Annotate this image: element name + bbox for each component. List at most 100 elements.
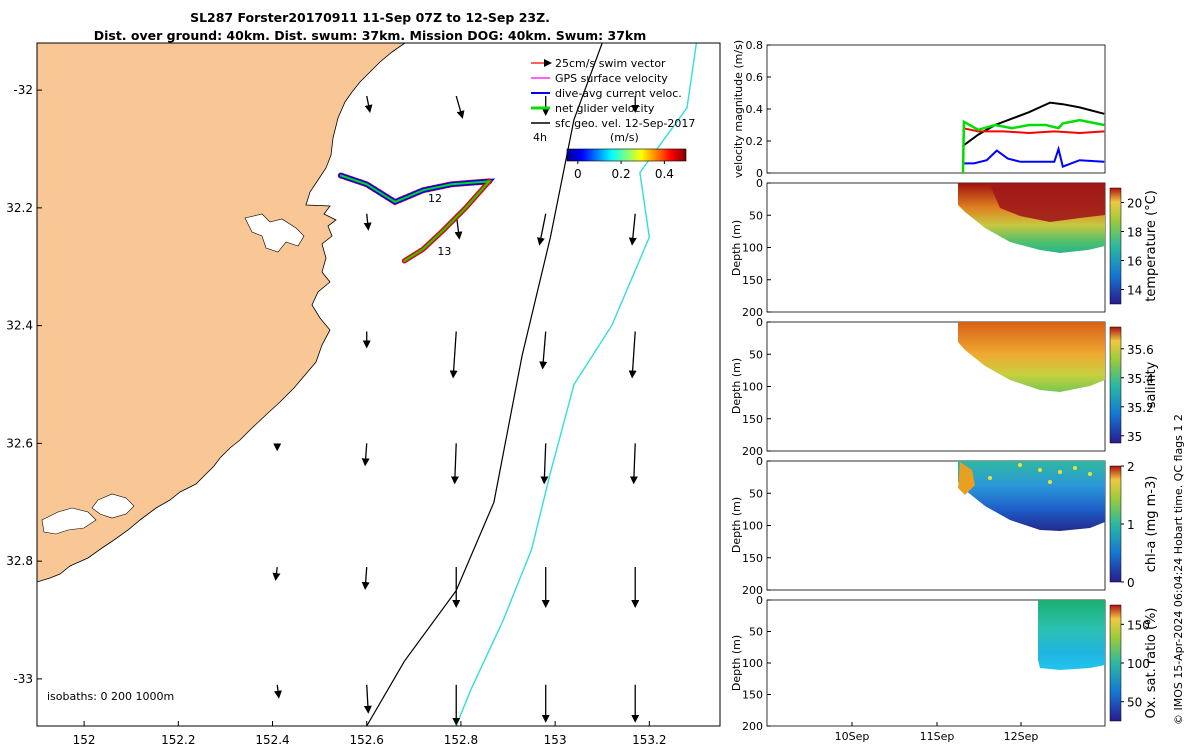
- geo-vector-arrow: [455, 95, 465, 119]
- legend-geo: sfc geo. vel. 12-Sep-2017: [555, 117, 695, 130]
- salinity-ylabel: Depth (m): [730, 358, 743, 414]
- land-mass: [36, 42, 407, 583]
- geo-vector-arrow: [628, 213, 637, 246]
- velocity-y-tick-label: 0.8: [746, 39, 764, 52]
- map-x-tick-label: 153.2: [632, 733, 666, 747]
- oxygen-colorbar-label: Ox. sat. ratio (%): [1144, 608, 1159, 719]
- lake-myall: [91, 493, 135, 519]
- velocity-line-green: [961, 118, 1105, 174]
- copyright-label: © IMOS 15-Apr-2024 06:04:24 Hobart time.…: [1172, 414, 1185, 725]
- port-stephens: [41, 507, 97, 535]
- geo-vector-arrow: [363, 213, 372, 231]
- map-legend: 25cm/s swim vector GPS surface velocity …: [531, 57, 695, 181]
- time-tick-label: 10Sep: [835, 730, 870, 743]
- geo-vector-arrow: [449, 331, 458, 379]
- map-x-tick-label: 152.4: [255, 733, 289, 747]
- depth-tick-label: 0: [756, 316, 763, 329]
- geo-vector-arrow: [361, 443, 370, 467]
- map-y-tick-label: 32.2: [6, 201, 33, 215]
- colorbar-tick-label: 20: [1127, 197, 1142, 211]
- depth-tick-label: 50: [749, 487, 763, 500]
- colorbar-tick-label: 50: [1127, 696, 1142, 710]
- map-y-axis: -32 32.2 32.4 32.6 32.8 -33: [6, 83, 42, 686]
- temperature-warm-core: [990, 185, 1105, 222]
- geo-vector-arrow: [450, 443, 459, 485]
- oxygen-panel: [766, 599, 1122, 727]
- chla-high-patch: [958, 462, 975, 495]
- temperature-panel: [766, 182, 1122, 313]
- salinity-colorbar: [1109, 326, 1122, 444]
- velocity-y-axis: 0 0.2 0.4 0.6 0.8: [746, 39, 771, 180]
- map-y-tick-label: -32: [13, 83, 33, 97]
- depth-tick-label: 50: [749, 348, 763, 361]
- glider-track: 12 13: [337, 172, 496, 264]
- chla-panel: [766, 460, 1122, 591]
- time-tick-label: 11Sep: [920, 730, 955, 743]
- geo-vector-arrow: [363, 684, 372, 714]
- map-colorbar-ticks: 0 0.2 0.4: [574, 161, 674, 181]
- geo-vector-arrow: [361, 566, 370, 591]
- chla-spot: [1073, 466, 1077, 470]
- depth-tick-label: 200: [742, 584, 763, 597]
- section-ticks: 050100150200141618200501001502003535.235…: [742, 177, 1154, 743]
- section-labels: Depth (m) Depth (m) Depth (m) Depth (m) …: [730, 190, 1159, 718]
- velocity-y-tick-label: 0.4: [746, 103, 764, 116]
- colorbar-tick-label: 0: [1127, 576, 1135, 590]
- depth-tick-label: 100: [742, 242, 763, 255]
- map-x-tick-label: 153: [544, 733, 567, 747]
- map-x-tick-label: 152.6: [350, 733, 384, 747]
- map-frame: [36, 42, 721, 727]
- colorbar-tick-label: 100: [1127, 657, 1150, 671]
- map-x-tick-label: 152.8: [444, 733, 478, 747]
- legend-4h: 4h: [533, 131, 547, 144]
- track-label-12: 12: [428, 192, 442, 205]
- geo-vector-arrow: [272, 566, 281, 582]
- chla-spot: [1048, 480, 1052, 484]
- geo-vector-arrow: [539, 331, 548, 370]
- colorbar-tick-label: 16: [1127, 255, 1142, 269]
- chla-spot: [1038, 468, 1042, 472]
- map-y-tick-label: 32.8: [6, 554, 33, 568]
- salinity-colorbar-label: salinity: [1144, 361, 1159, 408]
- map-x-tick-label: 152.2: [161, 733, 195, 747]
- colorbar-tick-label: 14: [1127, 284, 1142, 298]
- depth-tick-label: 200: [742, 720, 763, 733]
- chla-spot: [988, 476, 992, 480]
- geo-vector-arrow: [274, 684, 282, 699]
- colorbar-tick-label: 1: [1127, 518, 1135, 532]
- map-colorbar: [566, 148, 687, 162]
- chla-colorbar-label: chl-a (mg m-3): [1144, 476, 1159, 573]
- depth-tick-label: 150: [742, 689, 763, 702]
- chla-spot: [1058, 470, 1062, 474]
- depth-tick-label: 50: [749, 626, 763, 639]
- map-colorbar-label: (m/s): [610, 131, 639, 144]
- depth-tick-label: 100: [742, 520, 763, 533]
- velocity-y-tick-label: 0.6: [746, 71, 764, 84]
- chla-spot: [1088, 472, 1092, 476]
- time-tick-label: 12Sep: [1004, 730, 1039, 743]
- geo-vector-arrow: [540, 443, 549, 485]
- depth-tick-label: 150: [742, 413, 763, 426]
- lake-wallis: [244, 213, 305, 253]
- legend-swim: 25cm/s swim vector: [555, 57, 666, 70]
- map-colorbar-tick-label: 0.2: [612, 167, 631, 181]
- temperature-colorbar: [1109, 187, 1122, 305]
- velocity-lines: [961, 101, 1105, 174]
- chla-field: [958, 461, 1105, 531]
- isobath-200m: [366, 42, 603, 727]
- depth-tick-label: 100: [742, 381, 763, 394]
- temperature-ylabel: Depth (m): [730, 220, 743, 276]
- net-velocity-track: [339, 174, 492, 262]
- velocity-ylabel: velocity magnitude (m/s): [732, 40, 745, 178]
- map-y-tick-label: 32.6: [6, 436, 33, 450]
- chart-title-line-2: Dist. over ground: 40km. Dist. swum: 37k…: [93, 28, 647, 43]
- legend-dive: dive-avg current veloc.: [555, 87, 682, 100]
- colorbar-tick-label: 18: [1127, 226, 1142, 240]
- chla-spots: [988, 463, 1092, 484]
- track-label-13: 13: [437, 245, 451, 258]
- map-colorbar-tick-label: 0: [574, 167, 582, 181]
- depth-tick-label: 200: [742, 306, 763, 319]
- salinity-field: [958, 322, 1105, 392]
- legend-net: net glider velocity: [555, 102, 655, 115]
